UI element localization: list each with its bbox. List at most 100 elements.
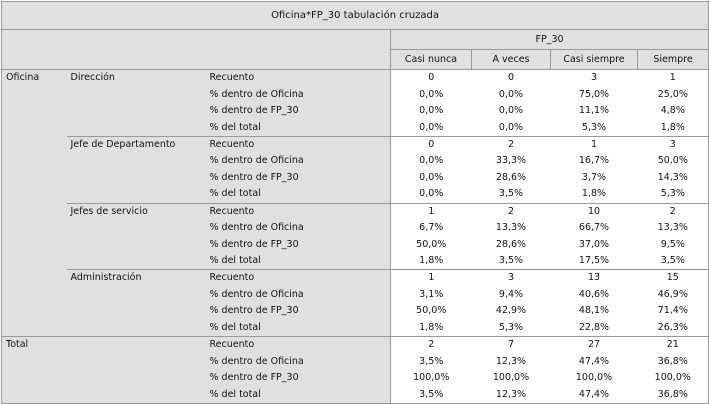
value-cell: 0,0% [419, 188, 444, 200]
value-cell: 36,8% [637, 386, 709, 404]
value-cell: 71,4% [637, 303, 709, 320]
section-label [1, 303, 67, 320]
value-cell: 2 [471, 202, 551, 220]
section-label [1, 186, 67, 203]
value-cell: 9,5% [637, 236, 709, 253]
value-cell: 50,0% [416, 238, 447, 250]
value-cell: 100,0% [413, 372, 450, 384]
stat-label: Recuento [205, 336, 391, 354]
value-cell: 1 [390, 269, 472, 287]
value-cell: 0,0% [419, 105, 444, 117]
stat-label: Recuento [205, 69, 391, 87]
table-row: % dentro de FP_30 50,0% 28,6% 37,0% 9,5% [1, 236, 709, 253]
value-cell: 1 [550, 135, 638, 154]
section-label [1, 252, 67, 270]
stat-label: % dentro de Oficina [205, 86, 391, 103]
value-cell: 36,8% [637, 353, 709, 370]
value-cell: 25,0% [637, 86, 709, 103]
header-blank [1, 29, 391, 50]
table-row: Oficina Dirección Recuento 0 0 3 1 [1, 69, 709, 87]
group-label [66, 319, 206, 337]
value-cell: 17,5% [578, 255, 610, 267]
group-label [66, 119, 206, 137]
value-cell: 27 [550, 336, 638, 354]
value-cell: 12,3% [471, 386, 551, 404]
stat-label: % del total [205, 386, 391, 404]
section-label [1, 386, 67, 404]
column-header: Casi nunca [390, 49, 472, 70]
table-row: % del total 0,0% 0,0% 5,3% 1,8% [1, 119, 709, 137]
column-group-header: FP_30 [389, 29, 709, 50]
stat-label: % del total [205, 119, 391, 137]
value-cell: 2 [637, 202, 709, 220]
column-header: A veces [471, 49, 551, 70]
column-header: Siempre [636, 49, 709, 70]
value-cell: 33,3% [495, 155, 527, 167]
group-label [66, 86, 206, 103]
value-cell: 11,1% [578, 105, 610, 117]
group-label [66, 386, 206, 404]
group-label [66, 102, 206, 120]
group-label [66, 153, 206, 170]
column-header-row: Casi nunca A veces Casi siempre Siempre [1, 49, 709, 70]
table-row: % dentro de Oficina 0,0% 0,0% 75,0% 25,0% [1, 86, 709, 103]
stat-label: % dentro de FP_30 [205, 369, 391, 387]
section-label [1, 169, 67, 187]
value-cell: 50,0% [637, 153, 709, 170]
value-cell: 3,5% [498, 255, 524, 267]
stat-label: Recuento [205, 135, 391, 154]
group-label: Jefe de Departamento [66, 135, 206, 154]
column-group-row: FP_30 [1, 29, 709, 50]
section-label [1, 203, 67, 220]
value-cell: 9,4% [498, 288, 524, 300]
group-label [66, 286, 206, 304]
value-cell: 1,8% [419, 321, 444, 333]
section-label: Oficina [1, 69, 67, 87]
value-cell: 3,5% [390, 386, 472, 404]
value-cell: 3,1% [419, 288, 444, 300]
value-cell: 3,5% [419, 355, 444, 367]
value-cell: 1,8% [637, 119, 709, 137]
table-row: Administración Recuento 1 3 13 15 [1, 269, 709, 287]
stat-label: % del total [205, 186, 391, 203]
table-row: Total Recuento 2 7 27 21 [1, 336, 709, 354]
value-cell: 50,0% [416, 305, 447, 317]
table-row: % dentro de FP_30 0,0% 28,6% 3,7% 14,3% [1, 169, 709, 187]
table-row: % dentro de FP_30 100,0% 100,0% 100,0% 100,0… [1, 369, 709, 387]
table-row: Jefes de servicio Recuento 1 2 10 2 [1, 202, 709, 220]
value-cell: 47,4% [578, 355, 610, 367]
table-row: % dentro de Oficina 6,7% 13,3% 66,7% 13,3% [1, 219, 709, 237]
value-cell: 28,6% [495, 238, 527, 250]
header-blank [1, 49, 391, 70]
group-label [66, 186, 206, 203]
value-cell: 13 [550, 269, 638, 287]
value-cell: 0,0% [498, 88, 524, 100]
stat-label: % dentro de FP_30 [205, 303, 391, 320]
section-label [1, 319, 67, 337]
value-cell: 10 [550, 202, 638, 220]
value-cell: 22,8% [578, 321, 610, 333]
section-label: Total [1, 336, 67, 354]
value-cell: 2 [471, 135, 551, 154]
value-cell: 37,0% [578, 238, 610, 250]
value-cell: 1 [637, 69, 709, 87]
stat-label: % dentro de FP_30 [205, 169, 391, 187]
stat-label: % dentro de Oficina [205, 353, 391, 370]
stat-label: % dentro de FP_30 [205, 102, 391, 120]
group-label: Administración [66, 269, 206, 287]
table-row: % dentro de Oficina 0,0% 33,3% 16,7% 50,0% [1, 153, 709, 170]
group-label [66, 252, 206, 270]
value-cell: 4,8% [637, 102, 709, 120]
table-body: Oficina Dirección Recuento 0 0 3 1% dentro de … [1, 69, 709, 404]
section-label [1, 269, 67, 287]
section-label [1, 102, 67, 120]
table-row: % dentro de Oficina 3,5% 12,3% 47,4% 36,8% [1, 353, 709, 370]
value-cell: 28,6% [495, 171, 527, 183]
column-header: Casi siempre [550, 49, 638, 70]
stat-label: % dentro de Oficina [205, 286, 391, 304]
value-cell: 0 [390, 135, 472, 154]
value-cell: 3 [471, 269, 551, 287]
table-row: % del total 1,8% 5,3% 22,8% 26,3% [1, 319, 709, 337]
value-cell: 100,0% [637, 369, 709, 387]
section-label [1, 136, 67, 154]
